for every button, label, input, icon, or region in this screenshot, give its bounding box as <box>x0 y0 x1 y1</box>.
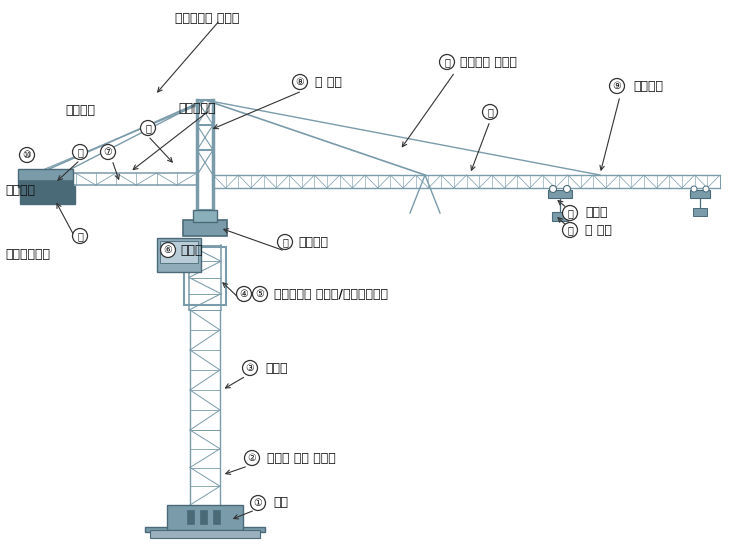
Text: 운전실: 운전실 <box>180 243 203 257</box>
Circle shape <box>703 186 709 192</box>
Bar <box>187 510 194 524</box>
Text: ⑫: ⑫ <box>567 208 573 218</box>
Circle shape <box>278 234 292 250</box>
Circle shape <box>563 185 571 193</box>
Circle shape <box>73 228 88 243</box>
Bar <box>167 505 243 530</box>
Bar <box>193 210 217 222</box>
Text: 권상로프: 권상로프 <box>65 104 95 116</box>
Text: 훅 블록: 훅 블록 <box>585 223 612 237</box>
Bar <box>548 190 572 198</box>
Text: 카운터웨이트: 카운터웨이트 <box>5 247 50 261</box>
Text: 카운터지브 타이바: 카운터지브 타이바 <box>175 12 239 25</box>
Circle shape <box>562 206 578 221</box>
Text: 메인지브 타이바: 메인지브 타이바 <box>460 56 517 69</box>
Circle shape <box>440 55 454 70</box>
Text: ⑯: ⑯ <box>77 147 83 157</box>
Text: ⑰: ⑰ <box>487 107 493 117</box>
Text: 텔레스코픽 케이지/유압상승장치: 텔레스코픽 케이지/유압상승장치 <box>274 287 388 300</box>
Bar <box>690 190 710 198</box>
Text: ②: ② <box>248 453 256 463</box>
Bar <box>183 220 227 236</box>
Bar <box>184 247 226 305</box>
Text: ⑥: ⑥ <box>164 245 172 255</box>
Text: ⑧: ⑧ <box>296 77 304 87</box>
Text: ⑭: ⑭ <box>145 123 151 133</box>
Text: ⑨: ⑨ <box>613 81 621 91</box>
Circle shape <box>610 79 625 94</box>
Text: ⑪: ⑪ <box>77 231 83 241</box>
Bar <box>150 530 260 538</box>
Circle shape <box>292 75 308 90</box>
Text: ④: ④ <box>240 289 248 299</box>
Circle shape <box>236 286 251 301</box>
Bar <box>160 241 198 263</box>
Text: ⑬: ⑬ <box>567 225 573 235</box>
Circle shape <box>73 144 88 159</box>
Circle shape <box>242 360 257 375</box>
Text: 선회장치: 선회장치 <box>298 236 328 248</box>
Text: 카운터지브: 카운터지브 <box>178 101 215 115</box>
Bar <box>552 212 568 221</box>
Circle shape <box>562 222 578 237</box>
Text: ③: ③ <box>246 363 254 373</box>
Circle shape <box>100 144 116 159</box>
Bar <box>200 510 207 524</box>
Circle shape <box>482 105 497 120</box>
Text: ⑦: ⑦ <box>104 147 112 157</box>
Text: 마스트: 마스트 <box>265 361 287 374</box>
Circle shape <box>691 186 697 192</box>
Bar <box>18 180 73 187</box>
Text: 메인지브: 메인지브 <box>633 80 663 92</box>
Bar <box>18 169 73 187</box>
Bar <box>693 208 707 216</box>
Text: ⑱: ⑱ <box>282 237 288 247</box>
Text: ⑮: ⑮ <box>444 57 450 67</box>
Bar <box>213 510 220 524</box>
Circle shape <box>251 496 266 511</box>
Text: 권상장치: 권상장치 <box>5 183 35 197</box>
Text: 캣 헤드: 캣 헤드 <box>315 76 342 89</box>
Text: ⑤: ⑤ <box>256 289 264 299</box>
Bar <box>157 238 201 272</box>
Text: 베이직 타워 마스트: 베이직 타워 마스트 <box>267 452 336 465</box>
Circle shape <box>253 286 268 301</box>
Circle shape <box>550 185 556 193</box>
Circle shape <box>160 242 176 257</box>
Text: 기초: 기초 <box>273 496 288 510</box>
Circle shape <box>140 120 155 135</box>
Text: ①: ① <box>254 498 262 508</box>
Text: 트롤리: 트롤리 <box>585 207 608 219</box>
Text: ⑩: ⑩ <box>22 150 32 160</box>
Bar <box>145 527 265 532</box>
Circle shape <box>20 148 34 163</box>
Bar <box>20 186 75 204</box>
Circle shape <box>244 451 260 466</box>
